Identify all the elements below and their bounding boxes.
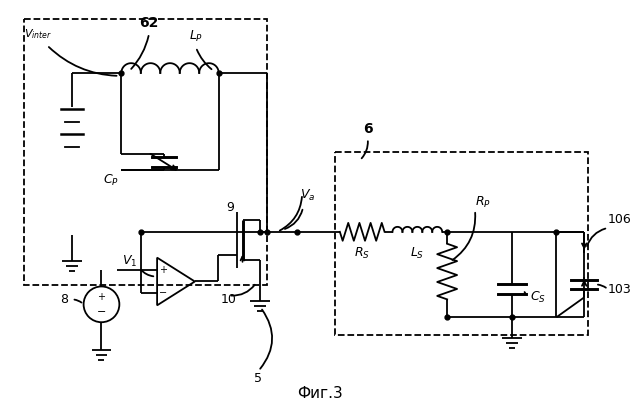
Text: 8: 8 (60, 293, 68, 306)
Text: $V_{inter}$: $V_{inter}$ (24, 27, 52, 41)
Text: 106: 106 (608, 214, 632, 226)
Text: 5: 5 (255, 373, 262, 385)
Text: $R_S$: $R_S$ (354, 246, 370, 261)
Text: $V_1$: $V_1$ (122, 254, 137, 269)
Text: 9: 9 (227, 202, 234, 214)
Text: $R_P$: $R_P$ (475, 195, 491, 209)
Text: $C_P$: $C_P$ (104, 173, 120, 188)
Text: 10: 10 (221, 293, 237, 306)
Bar (335, 152, 588, 335)
Text: −: − (97, 307, 106, 317)
Text: +: + (159, 265, 167, 275)
Text: +: + (97, 292, 106, 302)
Text: $L_P$: $L_P$ (189, 28, 203, 44)
Text: $V_a$: $V_a$ (300, 188, 316, 203)
Text: 103: 103 (608, 283, 632, 296)
Text: $C_S$: $C_S$ (529, 290, 545, 305)
Text: Фиг.3: Фиг.3 (297, 386, 343, 401)
Text: 6: 6 (363, 121, 372, 135)
Text: 62: 62 (140, 16, 159, 30)
Text: −: − (159, 288, 167, 299)
Text: $L_S$: $L_S$ (410, 246, 424, 261)
Bar (24, 19, 268, 285)
